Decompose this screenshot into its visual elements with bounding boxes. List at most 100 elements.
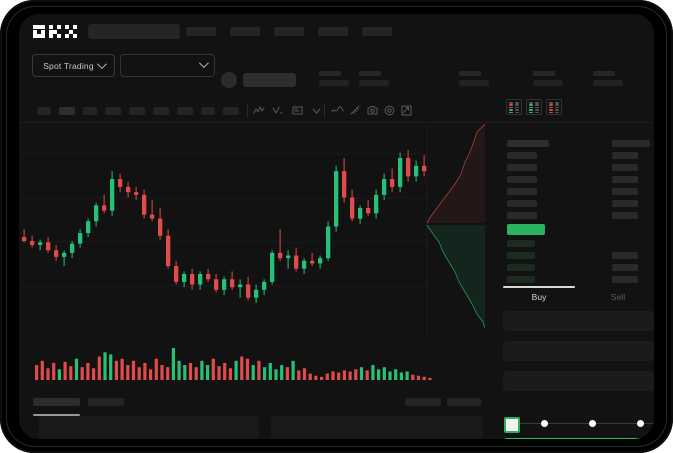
nav-item-3[interactable] xyxy=(274,27,304,36)
slider-mark-2[interactable] xyxy=(637,420,644,427)
bottom-action-1[interactable] xyxy=(405,398,441,406)
orderbook-ask-row-size[interactable] xyxy=(612,152,638,159)
global-search-input[interactable] xyxy=(88,24,180,39)
orderbook-bid-row-size[interactable] xyxy=(612,276,638,283)
orders-tab-bar xyxy=(19,392,485,416)
chart-gridlines xyxy=(19,122,428,337)
order-total-field[interactable] xyxy=(503,371,654,391)
orderbook-spread-highlight[interactable] xyxy=(507,224,545,235)
stat-24h-high xyxy=(459,71,489,86)
settings-icon[interactable] xyxy=(383,104,396,117)
orderbook-ask-row-size[interactable] xyxy=(612,200,638,207)
buy-tab-underline xyxy=(503,286,575,288)
orderbook-ask-row-price[interactable] xyxy=(507,176,537,183)
orderbook-bid-row-price[interactable] xyxy=(507,252,535,259)
orders-panel-area xyxy=(19,416,485,439)
orderbook-bid-row-price[interactable] xyxy=(507,264,535,271)
nav-item-2[interactable] xyxy=(230,27,260,36)
orderbook-ask-row-price[interactable] xyxy=(507,200,537,207)
orderbook-ask-row-price[interactable] xyxy=(507,140,549,147)
timeframe-chip-2[interactable] xyxy=(59,107,75,115)
timeframe-chip-6[interactable] xyxy=(153,107,169,115)
stat-last-price-value xyxy=(319,80,349,86)
toolbar-divider xyxy=(247,104,248,118)
orderbook-ask-row-size[interactable] xyxy=(612,188,638,195)
orderbook-view-bids-icon[interactable] xyxy=(526,99,542,115)
timeframe-chip-7[interactable] xyxy=(177,107,193,115)
orderbook-ask-row-price[interactable] xyxy=(507,152,537,159)
orderbook-ask-row-price[interactable] xyxy=(507,188,537,195)
nav-item-5[interactable] xyxy=(362,27,392,36)
bottom-tab-open-orders[interactable] xyxy=(33,398,80,406)
chevron-down-icon[interactable] xyxy=(310,104,323,117)
order-price-field[interactable] xyxy=(503,311,654,331)
orderbook-bid-row-price[interactable] xyxy=(507,276,535,283)
active-tab-underline xyxy=(33,414,80,416)
bottom-panel-left xyxy=(39,416,259,439)
nav-item-4[interactable] xyxy=(318,27,348,36)
orderbook-ask-row-size[interactable] xyxy=(612,164,638,171)
fullscreen-icon[interactable] xyxy=(400,104,413,117)
chart-toolbar xyxy=(19,100,654,123)
orderbook-ask-row-size[interactable] xyxy=(612,176,638,183)
price-chart[interactable] xyxy=(19,122,486,337)
slider-handle[interactable] xyxy=(504,417,520,433)
timeframe-chip-8[interactable] xyxy=(201,107,215,115)
stat-24h-change-label xyxy=(359,71,381,76)
trading-mode-selector[interactable]: Spot Trading xyxy=(32,54,115,77)
alert-icon[interactable] xyxy=(271,104,284,117)
orderbook-bid-row-price[interactable] xyxy=(507,240,535,247)
timeframe-chip-5[interactable] xyxy=(129,107,145,115)
compare-icon[interactable] xyxy=(291,104,304,117)
order-amount-field[interactable] xyxy=(503,341,654,361)
orderbook-ask-row-price[interactable] xyxy=(507,212,537,219)
order-book xyxy=(494,91,654,286)
volume-chart xyxy=(19,337,485,392)
orderbook-ask-row-size[interactable] xyxy=(612,212,638,219)
chevron-down-icon xyxy=(96,59,107,70)
stat-24h-change xyxy=(359,71,389,86)
bottom-panel-right xyxy=(271,416,483,439)
tab-sell[interactable]: Sell xyxy=(610,292,626,302)
stat-24h-low-value xyxy=(533,80,563,86)
okx-logo[interactable] xyxy=(33,25,78,39)
slider-mark-0[interactable] xyxy=(541,420,548,427)
stat-24h-volume-label xyxy=(593,71,615,76)
timeframe-chip-3[interactable] xyxy=(83,107,97,115)
timeframe-chip-4[interactable] xyxy=(105,107,121,115)
slider-mark-1[interactable] xyxy=(589,420,596,427)
bottom-action-2[interactable] xyxy=(447,398,481,406)
line-chart-icon[interactable] xyxy=(331,104,344,117)
tab-buy[interactable]: Buy xyxy=(531,292,547,302)
stat-24h-high-label xyxy=(459,71,481,76)
app-screen: Spot Trading xyxy=(19,14,654,439)
ticker-bar: Spot Trading xyxy=(19,47,654,81)
timeframe-chip-1[interactable] xyxy=(37,107,51,115)
indicators-icon[interactable] xyxy=(253,104,266,117)
pair-last-price xyxy=(243,73,296,87)
camera-icon[interactable] xyxy=(366,104,379,117)
orderbook-ask-row-size[interactable] xyxy=(612,140,650,147)
top-navigation-bar xyxy=(19,14,654,47)
stat-24h-high-value xyxy=(459,80,489,86)
orderbook-view-asks-icon[interactable] xyxy=(546,99,562,115)
bottom-tab-order-history[interactable] xyxy=(88,398,124,406)
stat-last-price-label xyxy=(319,71,341,76)
orderbook-view-both-icon[interactable] xyxy=(506,99,522,115)
toolbar-divider xyxy=(324,104,325,118)
orderbook-bid-row-size[interactable] xyxy=(612,264,638,271)
stat-last-price xyxy=(319,71,349,86)
market-depth-chart xyxy=(425,122,486,337)
orderbook-ask-row-price[interactable] xyxy=(507,164,537,171)
orderbook-bid-row-size[interactable] xyxy=(612,252,638,259)
buy-submit-button[interactable] xyxy=(504,438,654,439)
stat-24h-change-value xyxy=(359,80,389,86)
trading-mode-label: Spot Trading xyxy=(43,60,94,71)
trading-pair-select[interactable] xyxy=(120,54,215,77)
nav-item-1[interactable] xyxy=(186,27,216,36)
timeframe-chip-9[interactable] xyxy=(223,107,239,115)
order-percent-slider[interactable] xyxy=(506,423,654,425)
ruler-icon[interactable] xyxy=(349,104,362,117)
volume-bar-series xyxy=(35,348,432,380)
stat-24h-low-label xyxy=(533,71,555,76)
